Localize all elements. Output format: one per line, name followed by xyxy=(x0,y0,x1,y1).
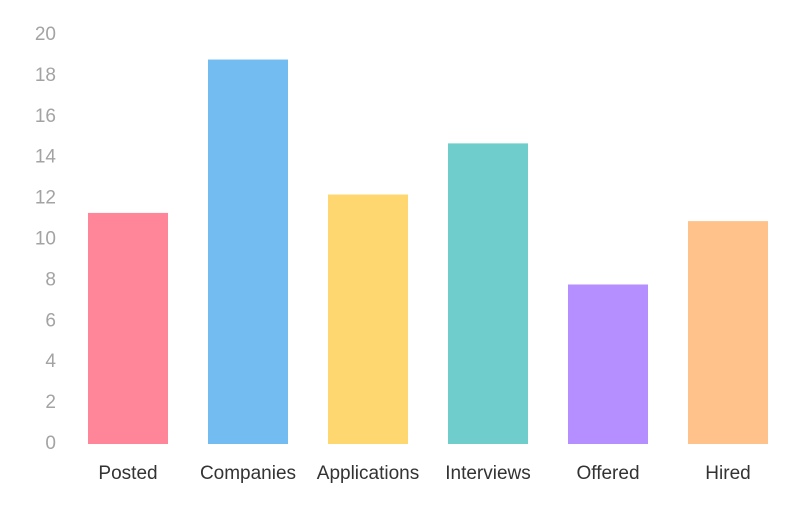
x-tick-label: Interviews xyxy=(445,463,531,484)
bar-offered xyxy=(568,284,648,444)
bars xyxy=(88,59,768,444)
bar-posted xyxy=(88,212,168,444)
y-tick-label: 12 xyxy=(35,188,56,209)
y-tick-label: 16 xyxy=(35,106,56,127)
y-tick-label: 18 xyxy=(35,65,56,86)
y-tick-label: 6 xyxy=(45,310,56,331)
x-tick-label: Posted xyxy=(98,463,157,484)
bar-applications xyxy=(328,194,408,444)
y-tick-label: 4 xyxy=(45,351,56,372)
x-tick-label: Hired xyxy=(705,463,750,484)
x-tick-label: Companies xyxy=(200,463,296,484)
y-tick-label: 2 xyxy=(45,392,56,413)
bar-hired xyxy=(688,221,768,444)
x-tick-label: Applications xyxy=(317,463,419,484)
y-tick-label: 0 xyxy=(45,433,56,454)
y-tick-label: 8 xyxy=(45,269,56,290)
y-tick-label: 10 xyxy=(35,229,56,250)
x-tick-label: Offered xyxy=(576,463,639,484)
y-axis: 0 2 4 6 8 10 12 14 16 18 20 xyxy=(35,24,57,454)
y-tick-label: 14 xyxy=(35,147,57,168)
bar-companies xyxy=(208,59,288,444)
x-axis: Posted Companies Applications Interviews Off… xyxy=(98,463,750,484)
bar-interviews xyxy=(448,143,528,444)
y-tick-label: 20 xyxy=(35,24,56,45)
